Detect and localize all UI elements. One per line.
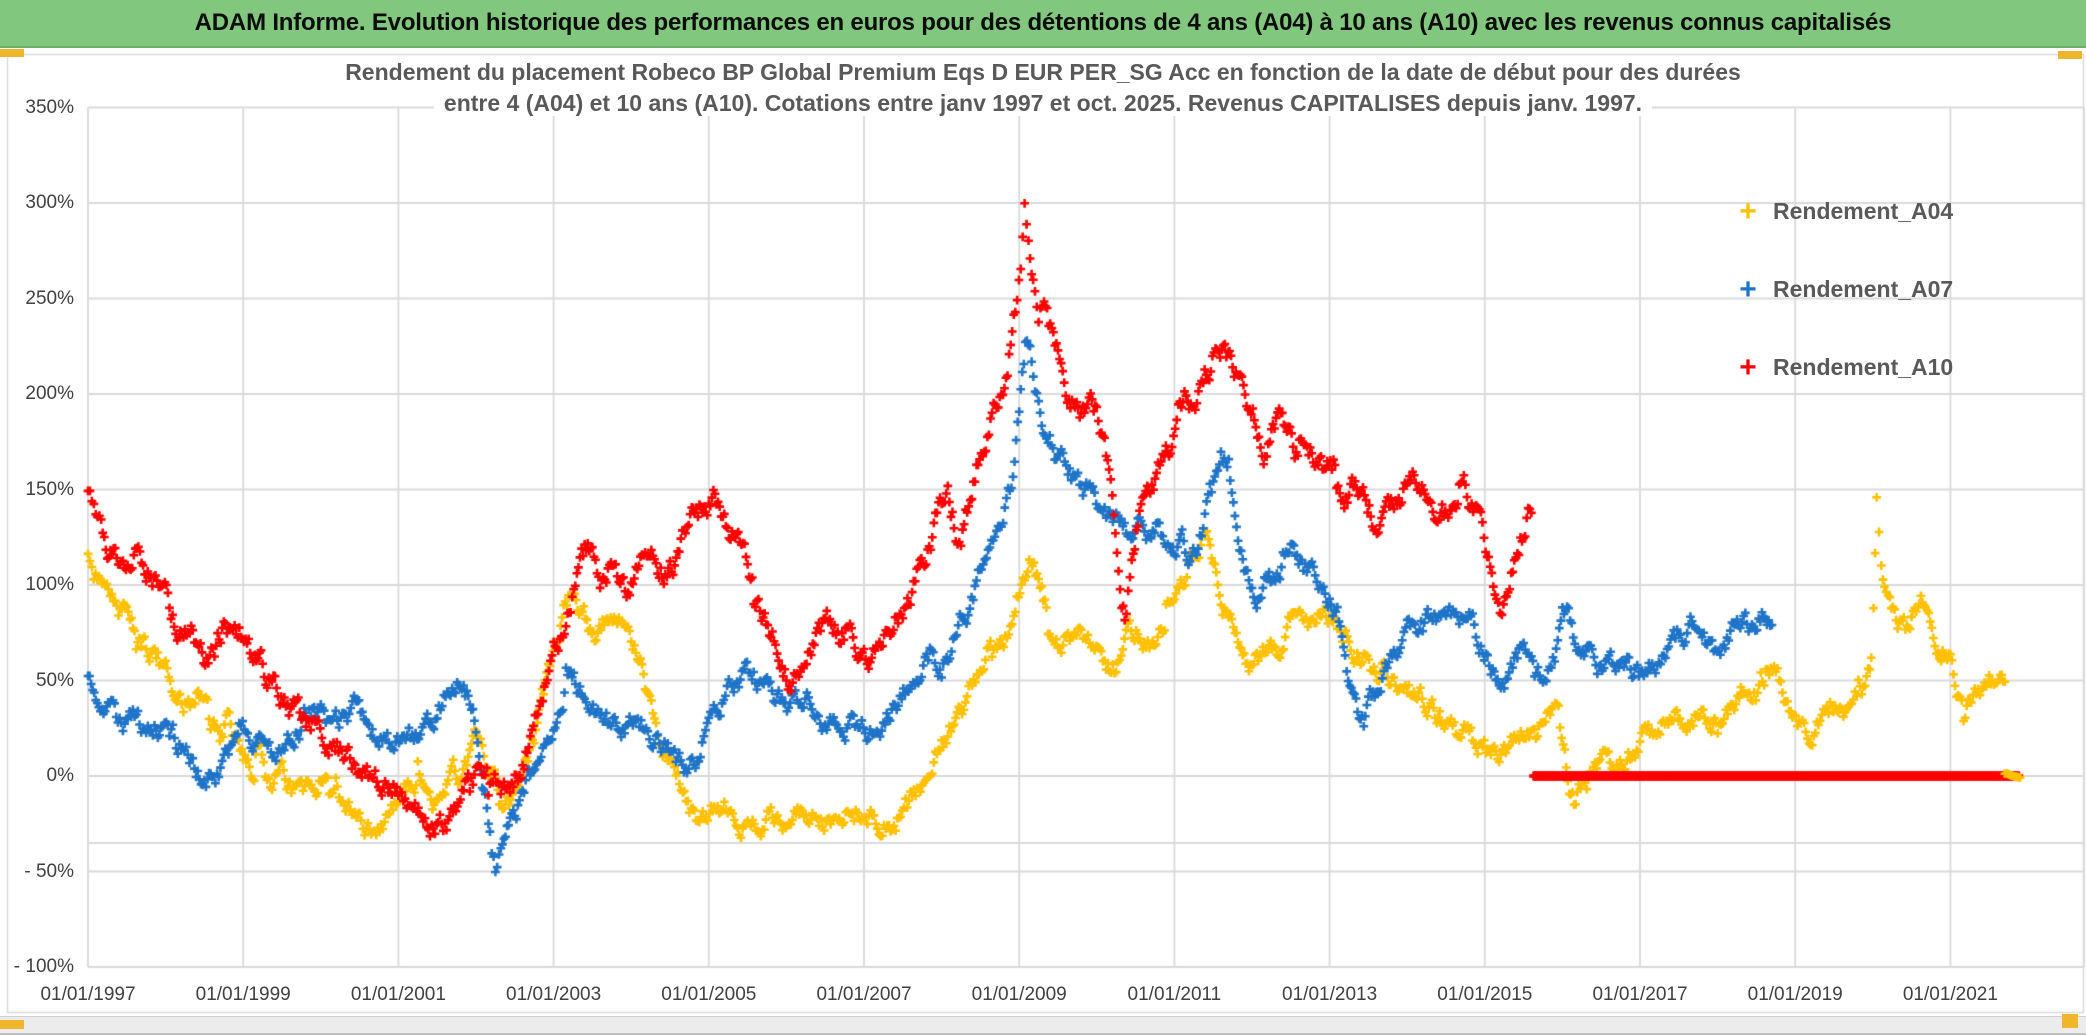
y-axis-tick: 100% [25, 574, 74, 595]
footer-band [0, 1016, 2086, 1035]
x-axis-tick: 01/01/1997 [40, 984, 136, 1005]
x-axis-tick: 01/01/2019 [1747, 984, 1843, 1005]
plus-marker-icon: + [1739, 350, 1757, 384]
x-axis-tick: 01/01/1999 [195, 984, 291, 1005]
y-axis-tick: - 100% [13, 956, 74, 977]
chart-title-line2: entre 4 (A04) et 10 ans (A10). Cotations… [433, 91, 1653, 116]
x-axis-tick: 01/01/2003 [506, 984, 602, 1005]
x-axis-tick: 01/01/2009 [971, 984, 1067, 1005]
page-title: ADAM Informe. Evolution historique des p… [194, 9, 1892, 36]
plus-marker-icon: + [1739, 194, 1757, 228]
chart-title: Rendement du placement Robeco BP Global … [88, 60, 1998, 122]
y-axis-tick: 150% [25, 478, 74, 500]
x-axis-tick: 01/01/2011 [1127, 984, 1222, 1005]
x-axis-tick: 01/01/2013 [1282, 984, 1378, 1005]
y-axis: 350% 300% 250% 200% 150% 100% 50% 0% - 50% - 100% [0, 0, 80, 1032]
y-axis-tick: 200% [25, 383, 74, 404]
corner-accent-bottom-right [2062, 1014, 2078, 1028]
legend-item-a10: + Rendement_A10 [1736, 350, 1954, 384]
header-banner: ADAM Informe. Evolution historique des p… [0, 0, 2086, 48]
chart-title-line1: Rendement du placement Robeco BP Global … [335, 60, 1751, 85]
legend-label: Rendement_A04 [1773, 198, 1954, 224]
plus-marker-icon: + [1739, 272, 1757, 306]
x-axis-tick: 01/01/2005 [661, 984, 757, 1005]
y-axis-tick: 0% [46, 765, 74, 786]
x-axis-tick: 01/01/2017 [1592, 984, 1688, 1005]
x-axis-tick: 01/01/2021 [1902, 984, 1998, 1005]
x-axis: 01/01/1997 01/01/1999 01/01/2001 01/01/2003… [0, 984, 2086, 1010]
corner-accent-top-left [0, 49, 24, 57]
y-axis-tick: 50% [35, 669, 74, 691]
corner-accent-bottom-left [0, 1020, 24, 1029]
legend-label: Rendement_A07 [1773, 276, 1954, 302]
y-axis-tick: 350% [25, 96, 74, 118]
legend-label: Rendement_A10 [1773, 354, 1954, 380]
x-axis-tick: 01/01/2007 [816, 984, 912, 1005]
y-axis-tick: - 50% [24, 860, 74, 882]
chart-legend: + Rendement_A04 + Rendement_A07 + Rendem… [1736, 194, 1954, 384]
legend-item-a07: + Rendement_A07 [1736, 272, 1954, 306]
x-axis-tick: 01/01/2001 [350, 984, 446, 1005]
legend-item-a04: + Rendement_A04 [1736, 194, 1954, 228]
y-axis-tick: 300% [25, 192, 74, 213]
x-axis-tick: 01/01/2015 [1437, 984, 1533, 1005]
y-axis-tick: 250% [25, 287, 74, 309]
corner-accent-top-right [2058, 51, 2082, 59]
